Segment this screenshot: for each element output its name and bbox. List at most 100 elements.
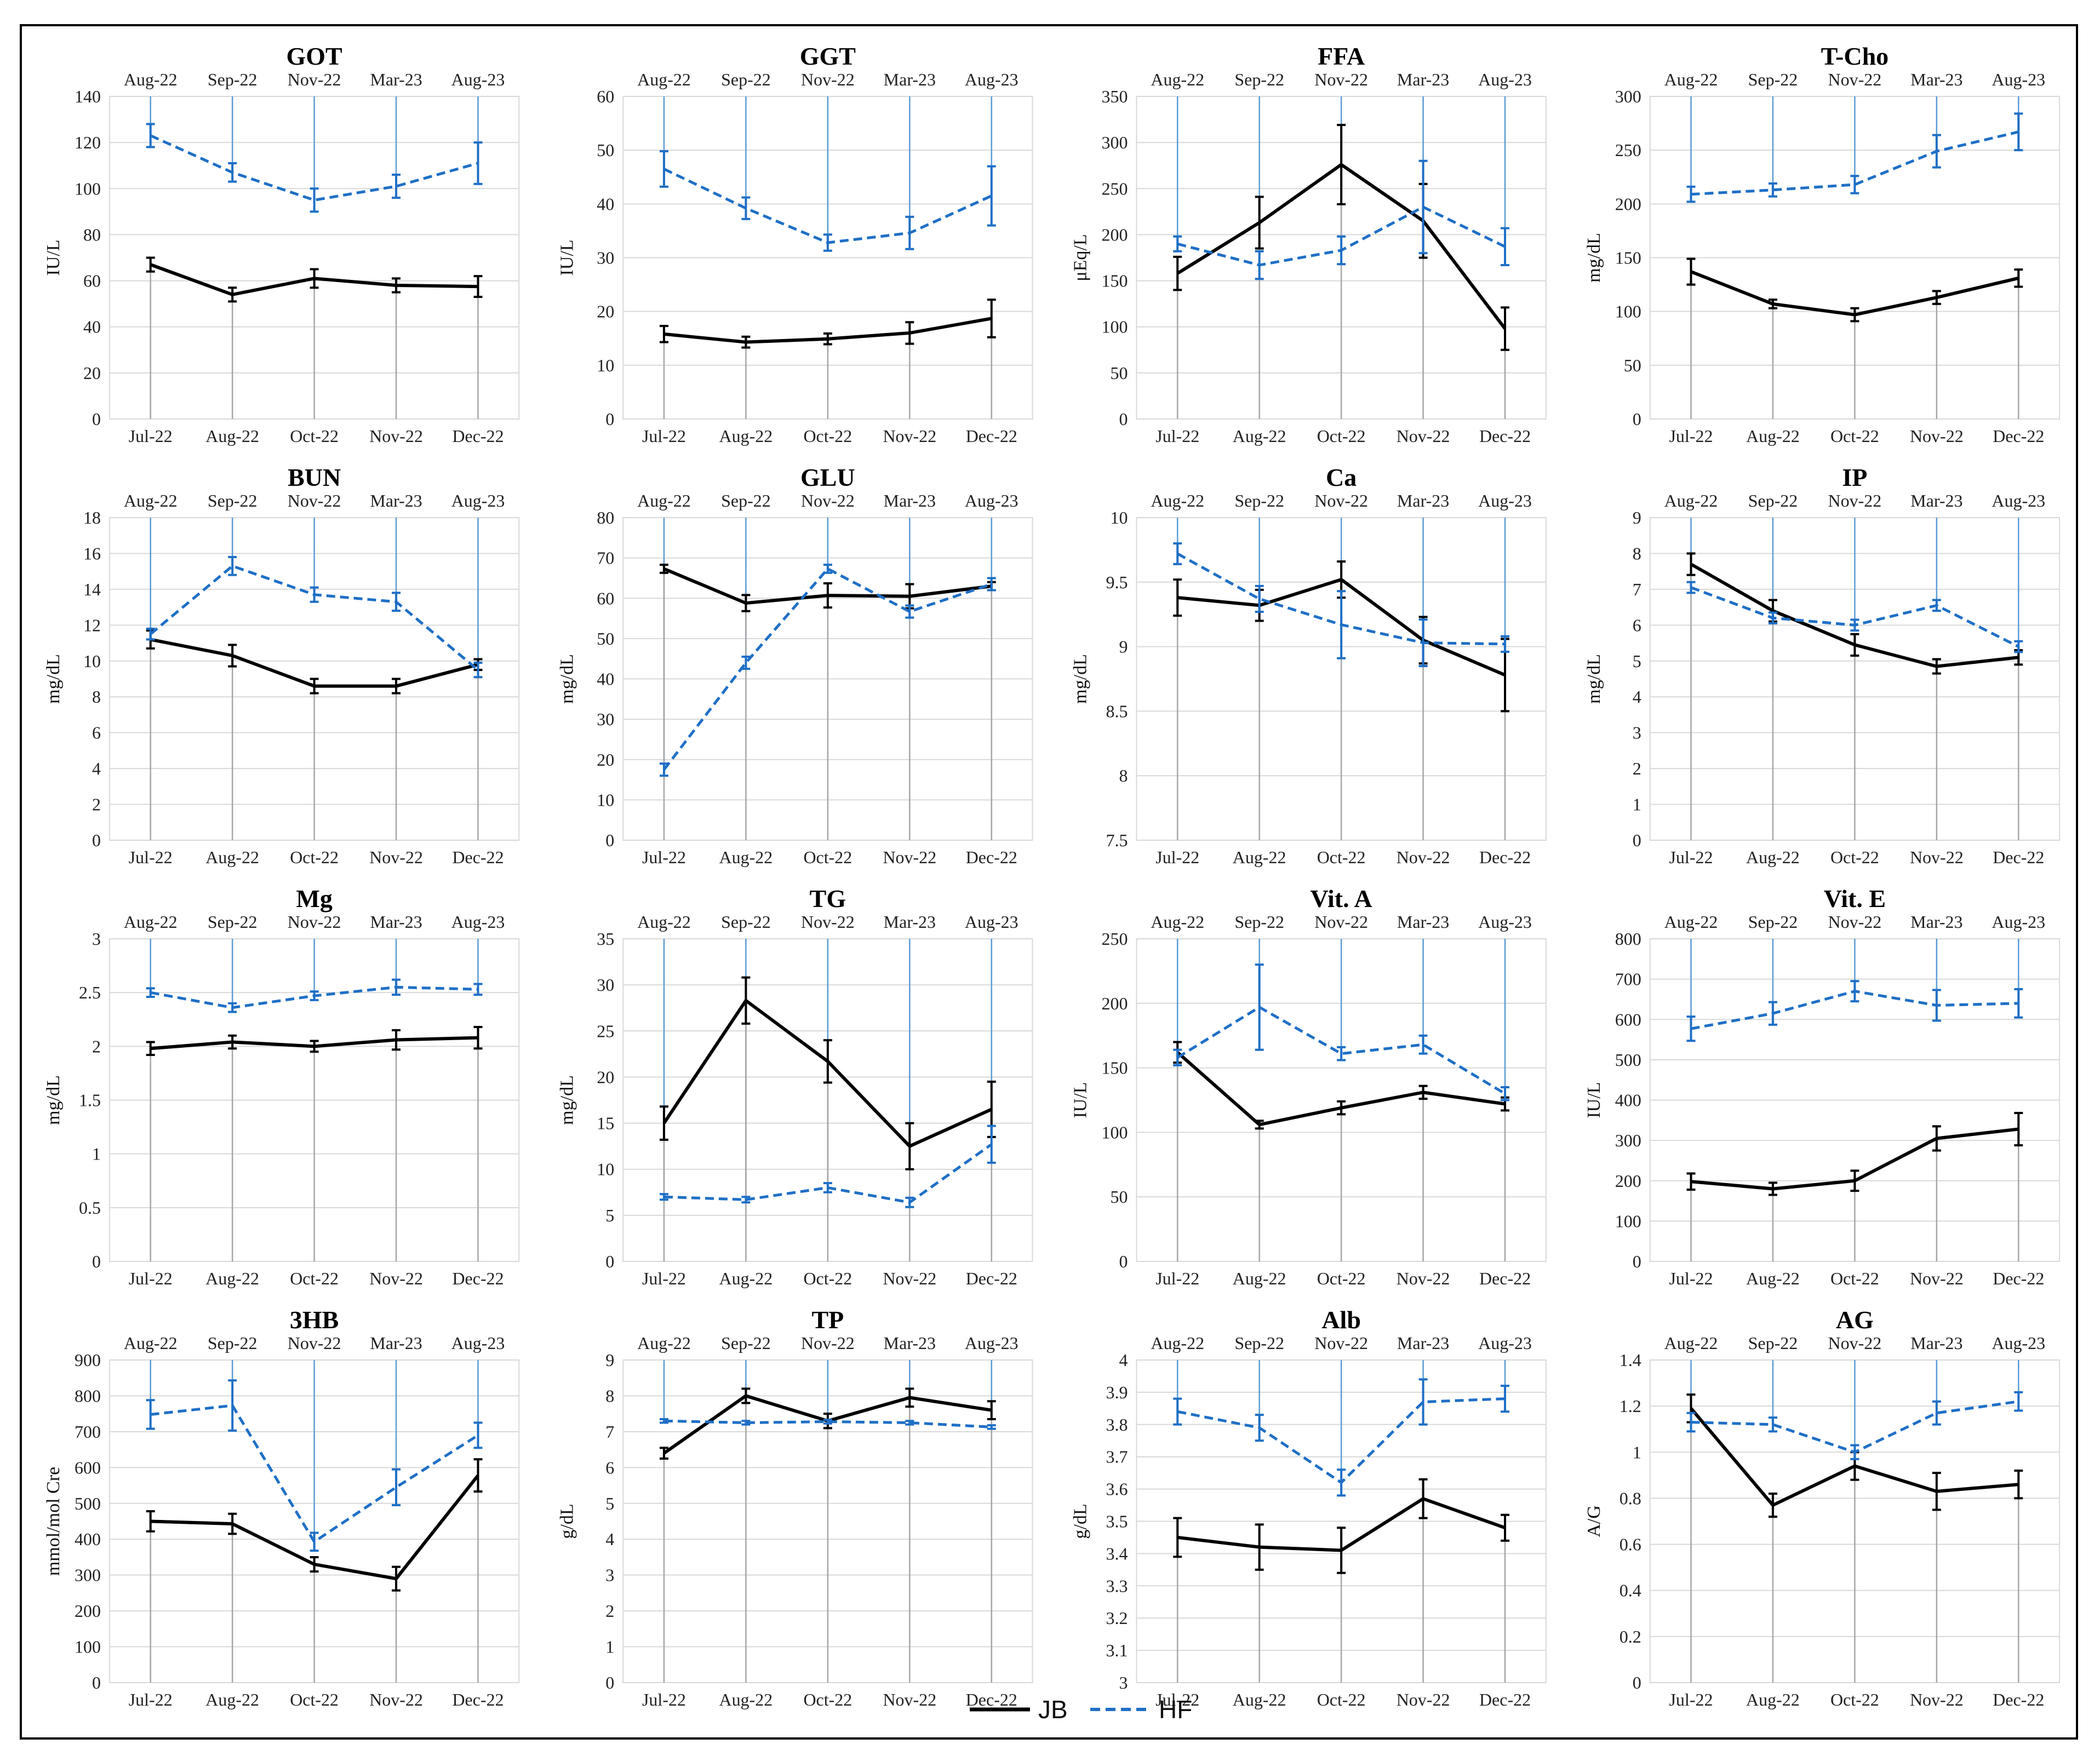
y-tick-label: 1 xyxy=(1633,1442,1641,1462)
x-tick-label-bottom: Dec-22 xyxy=(966,426,1017,446)
x-tick-label-bottom: Nov-22 xyxy=(883,1269,936,1288)
x-tick-label-bottom: Aug-22 xyxy=(205,1690,259,1709)
y-tick-label: 50 xyxy=(1111,1187,1128,1207)
y-tick-label: 0.2 xyxy=(1620,1627,1641,1646)
x-tick-label-bottom: Jul-22 xyxy=(1155,1269,1199,1288)
x-tick-label-bottom: Dec-22 xyxy=(1993,1269,2044,1288)
y-tick-label: 50 xyxy=(1111,363,1128,383)
x-tick-label-bottom: Jul-22 xyxy=(129,1690,173,1709)
x-tick-label-top: Aug-22 xyxy=(124,912,178,932)
x-tick-label-top: Nov-22 xyxy=(288,912,341,932)
x-tick-label-bottom: Nov-22 xyxy=(1910,1690,1964,1709)
y-tick-label: 250 xyxy=(1615,140,1641,160)
y-tick-label: 2 xyxy=(1633,759,1641,778)
x-tick-label-top: Nov-22 xyxy=(1314,70,1368,89)
y-tick-label: 30 xyxy=(597,248,614,268)
y-tick-label: 16 xyxy=(83,543,101,563)
y-tick-label: 14 xyxy=(83,579,101,599)
y-tick-label: 3 xyxy=(92,929,101,949)
x-tick-label-top: Sep-22 xyxy=(208,70,258,89)
y-tick-label: 4 xyxy=(1633,687,1641,707)
y-tick-label: 100 xyxy=(75,179,101,198)
x-tick-label-top: Mar-23 xyxy=(370,491,422,510)
x-tick-label-bottom: Aug-22 xyxy=(1746,1690,1800,1709)
x-tick-label-bottom: Dec-22 xyxy=(1993,1690,2044,1709)
hf-series-line xyxy=(150,134,479,202)
chart-title: Ca xyxy=(1326,463,1357,491)
x-tick-label-top: Nov-22 xyxy=(801,491,855,510)
y-tick-label: 9.5 xyxy=(1106,572,1128,592)
y-tick-label: 100 xyxy=(1102,317,1128,337)
x-tick-label-top: Aug-23 xyxy=(1478,491,1532,510)
panel-vit-e: Vit. E 0 100 200 300 400 500 600 700 800 Jul-22 Aug… xyxy=(1584,885,2060,1288)
y-tick-label: 18 xyxy=(83,508,101,527)
x-tick-label-bottom: Oct-22 xyxy=(290,1269,339,1288)
y-tick-label: 9 xyxy=(1633,508,1641,527)
chart-title: T-Cho xyxy=(1821,42,1889,70)
y-tick-label: 0 xyxy=(92,1252,101,1271)
chart-title: IP xyxy=(1842,463,1867,491)
chart-title: 3HB xyxy=(290,1306,339,1334)
y-tick-label: 9 xyxy=(1119,637,1128,657)
y-axis-label: IU/L xyxy=(1071,1082,1091,1118)
y-tick-label: 6 xyxy=(1633,615,1641,635)
y-axis-label: IU/L xyxy=(1584,1082,1604,1118)
panel-t-cho: T-Cho 0 50 100 150 200 250 300 Jul-22 Aug-22 Aug-2… xyxy=(1584,42,2060,446)
y-axis-label: mg/dL xyxy=(557,1075,577,1125)
y-tick-label: 30 xyxy=(597,709,614,729)
x-tick-label-top: Aug-23 xyxy=(1992,912,2045,932)
y-tick-label: 700 xyxy=(75,1422,101,1442)
x-tick-label-bottom: Aug-22 xyxy=(1746,847,1800,867)
x-tick-label-top: Aug-23 xyxy=(1478,70,1532,89)
legend: JB HF xyxy=(970,1695,1192,1724)
x-tick-label-top: Aug-22 xyxy=(637,912,691,932)
y-tick-label: 0 xyxy=(605,830,614,850)
y-tick-label: 0 xyxy=(92,830,101,850)
chart-title: FFA xyxy=(1318,42,1365,70)
x-tick-label-top: Mar-23 xyxy=(1397,1333,1449,1353)
y-tick-label: 200 xyxy=(1615,1171,1641,1191)
y-tick-label: 2.5 xyxy=(79,983,101,1002)
chart-title: GGT xyxy=(800,42,856,70)
x-tick-label-bottom: Jul-22 xyxy=(642,1690,686,1709)
x-tick-label-bottom: Oct-22 xyxy=(1830,426,1879,446)
x-tick-label-bottom: Oct-22 xyxy=(1317,1690,1366,1709)
y-tick-label: 600 xyxy=(75,1457,101,1477)
x-tick-label-bottom: Oct-22 xyxy=(290,847,339,867)
x-tick-label-bottom: Oct-22 xyxy=(290,1690,339,1709)
x-tick-label-bottom: Dec-22 xyxy=(452,426,503,446)
y-tick-label: 50 xyxy=(597,629,614,649)
y-tick-label: 2 xyxy=(92,795,101,814)
y-tick-label: 40 xyxy=(597,194,614,214)
x-tick-label-top: Nov-22 xyxy=(1314,912,1368,932)
y-tick-label: 3.3 xyxy=(1106,1576,1128,1596)
chart-title: AG xyxy=(1836,1306,1874,1334)
x-tick-label-top: Nov-22 xyxy=(1314,491,1368,510)
x-tick-label-top: Sep-22 xyxy=(1748,491,1798,510)
y-tick-label: 300 xyxy=(1615,1131,1641,1150)
y-tick-label: 30 xyxy=(597,975,614,995)
y-tick-label: 900 xyxy=(75,1350,101,1370)
y-tick-label: 3.4 xyxy=(1106,1543,1128,1563)
y-tick-label: 20 xyxy=(597,302,614,322)
x-tick-label-top: Mar-23 xyxy=(1397,491,1449,510)
y-tick-label: 20 xyxy=(597,1067,614,1087)
x-tick-label-bottom: Aug-22 xyxy=(719,1690,773,1709)
x-tick-label-top: Sep-22 xyxy=(1234,70,1284,89)
panel-3hb: 3HB 0 100 200 300 400 500 600 700 800 900 Jul-22 Aug… xyxy=(43,1306,520,1709)
y-tick-label: 7 xyxy=(605,1422,614,1442)
y-tick-label: 70 xyxy=(597,548,614,568)
panel-got: GOT 0 20 40 60 80 100 120 140 Jul-22 Aug-22 Aug-22 S… xyxy=(43,42,520,446)
x-tick-label-bottom: Jul-22 xyxy=(1669,1269,1713,1288)
y-tick-label: 1 xyxy=(605,1637,614,1657)
y-tick-label: 500 xyxy=(75,1494,101,1513)
y-tick-label: 1.5 xyxy=(79,1091,101,1110)
y-tick-label: 4 xyxy=(605,1529,614,1549)
y-tick-label: 0 xyxy=(1119,1252,1128,1271)
y-tick-label: 500 xyxy=(1615,1050,1641,1070)
y-tick-label: 0.5 xyxy=(79,1198,101,1218)
x-tick-label-bottom: Jul-22 xyxy=(642,847,686,867)
x-tick-label-top: Aug-23 xyxy=(965,70,1018,89)
x-tick-label-top: Nov-22 xyxy=(1828,912,1881,932)
y-tick-label: 200 xyxy=(75,1601,101,1621)
